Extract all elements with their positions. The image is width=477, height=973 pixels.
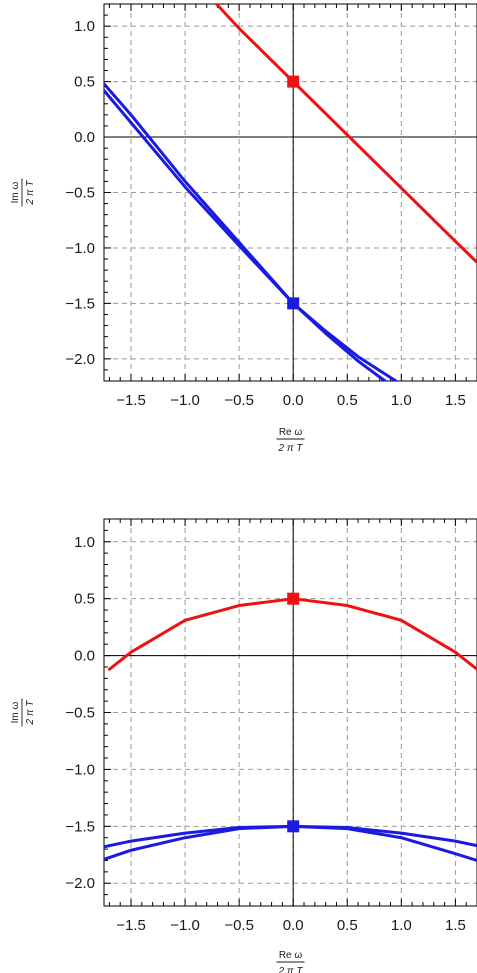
- bottom-x-tick-label: 0.0: [283, 917, 304, 934]
- bottom-y-tick-label: 1.0: [74, 534, 95, 551]
- top-y-tick-label: 0.5: [74, 74, 95, 91]
- bottom-y-tick-label: 0.0: [74, 648, 95, 665]
- bottom-y-tick-label: 0.5: [74, 591, 95, 608]
- top-x-axis-label-numerator: Re ω: [279, 427, 303, 438]
- top-y-axis-label-numerator: Im ω: [10, 181, 21, 203]
- top-y-tick-label: −1.0: [65, 240, 95, 257]
- bottom-y-axis-label-numerator: Im ω: [10, 701, 21, 723]
- bottom-y-tick-label: −1.0: [65, 761, 95, 778]
- top-y-tick-label: 0.0: [74, 129, 95, 146]
- top-x-tick-label: 1.0: [391, 392, 412, 409]
- bottom-point-marker-1: [287, 820, 300, 833]
- bottom-x-axis-label: Re ω 2 π T: [276, 950, 305, 973]
- bottom-y-tick-label: −2.0: [65, 875, 95, 892]
- bottom-x-tick-label: −0.5: [224, 917, 254, 934]
- bottom-plot-panel: −1.5 −1.0 −0.5 0.0 0.5 1.0 1.5 1.0 0.5 0.0 −0.5 −1.…: [10, 518, 477, 973]
- top-x-tick-label: 0.0: [283, 392, 304, 409]
- bottom-x-tick-label: −1.0: [170, 917, 200, 934]
- top-point-marker-0: [287, 75, 300, 88]
- top-point-marker-1: [287, 297, 300, 310]
- top-x-tick-label: 1.5: [445, 392, 466, 409]
- bottom-y-axis-label: Im ω 2 π T: [10, 698, 36, 727]
- top-x-tick-label: −1.5: [116, 392, 146, 409]
- bottom-x-tick-label: 0.5: [337, 917, 358, 934]
- top-y-tick-label: −1.5: [65, 295, 95, 312]
- top-x-axis-label-denominator: 2 π T: [278, 443, 304, 454]
- bottom-x-tick-label: 1.0: [391, 917, 412, 934]
- top-x-tick-label: 0.5: [337, 392, 358, 409]
- top-x-tick-label: −0.5: [224, 392, 254, 409]
- top-x-tick-label: −1.0: [170, 392, 200, 409]
- bottom-x-tick-label: 1.5: [445, 917, 466, 934]
- bottom-x-axis-label-numerator: Re ω: [279, 950, 303, 961]
- top-plot-panel: −1.5 −1.0 −0.5 0.0 0.5 1.0 1.5 1.0 0.5 0.0 −0.5 −1.…: [10, 3, 477, 454]
- top-y-tick-label: −0.5: [65, 185, 95, 202]
- top-x-axis-label: Re ω 2 π T: [276, 427, 305, 454]
- top-series-line-0: [214, 4, 477, 264]
- top-y-axis-label: Im ω 2 π T: [10, 178, 36, 207]
- bottom-y-tick-label: −1.5: [65, 818, 95, 835]
- bottom-point-marker-0: [287, 592, 300, 605]
- top-y-tick-label: −2.0: [65, 351, 95, 368]
- bottom-x-tick-label: −1.5: [116, 917, 146, 934]
- top-y-tick-label: 1.0: [74, 18, 95, 35]
- bottom-y-tick-label: −0.5: [65, 705, 95, 722]
- bottom-x-axis-label-denominator: 2 π T: [278, 966, 304, 973]
- top-series-line-1: [104, 82, 398, 381]
- top-series-line-2: [104, 88, 387, 381]
- bottom-y-axis-label-denominator: 2 π T: [25, 700, 36, 726]
- top-y-axis-label-denominator: 2 π T: [25, 180, 36, 206]
